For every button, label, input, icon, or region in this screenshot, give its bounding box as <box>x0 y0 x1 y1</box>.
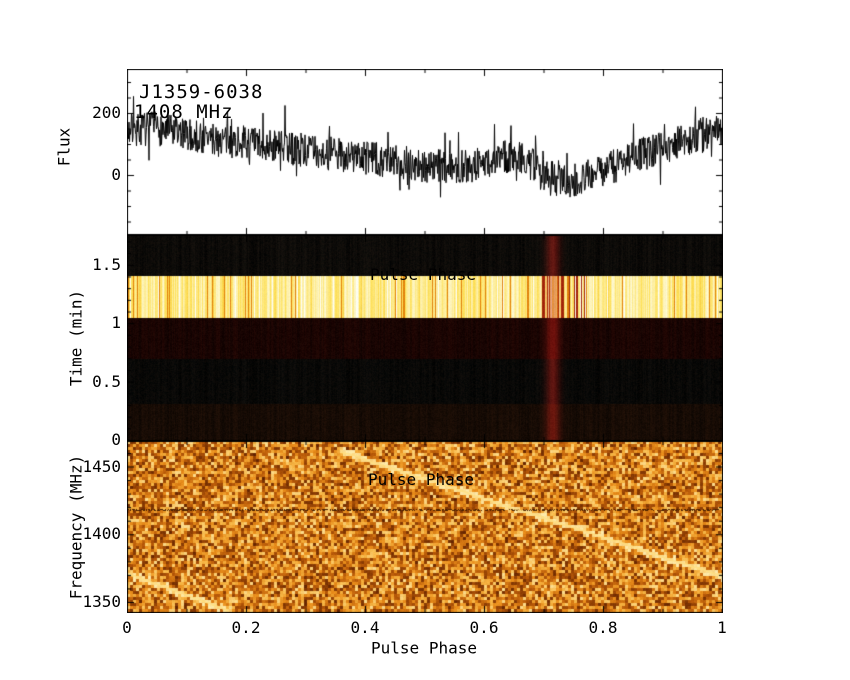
source-name-label: J1359-6038 <box>139 81 264 103</box>
observing-frequency-label: 1408 MHz <box>134 101 234 123</box>
phase-tick-label-0.6: 0.6 <box>469 618 499 637</box>
middle-panel-inner-xlabel: Pulse Phase <box>370 265 476 284</box>
freq-tick-label-1400: 1400 <box>82 524 121 544</box>
time-phase-panel <box>127 235 723 441</box>
flux-tick-label-200: 200 <box>92 103 121 122</box>
time-tick-label-1: 1 <box>111 313 121 333</box>
time-tick-label-1.5: 1.5 <box>92 254 121 274</box>
time-tick-label-0.5: 0.5 <box>92 371 121 391</box>
phase-tick-label-0: 0 <box>122 618 132 637</box>
phase-tick-label-0.2: 0.2 <box>231 618 261 637</box>
freq-tick-label-1350: 1350 <box>82 592 121 611</box>
freq-tick-label-1450: 1450 <box>82 456 121 476</box>
pulse-phase-axis-label: Pulse Phase <box>371 638 477 658</box>
bottom-panel-inner-xlabel: Pulse Phase <box>368 470 474 489</box>
phase-tick-label-0.4: 0.4 <box>350 618 380 637</box>
flux-axis-label: Flux <box>54 127 74 167</box>
flux-tick-label-0: 0 <box>111 165 121 184</box>
frequency-phase-panel <box>127 441 723 613</box>
phase-tick-label-1: 1 <box>717 618 727 637</box>
time-tick-label-0: 0 <box>111 430 121 449</box>
phase-tick-label-0.8: 0.8 <box>588 618 618 637</box>
